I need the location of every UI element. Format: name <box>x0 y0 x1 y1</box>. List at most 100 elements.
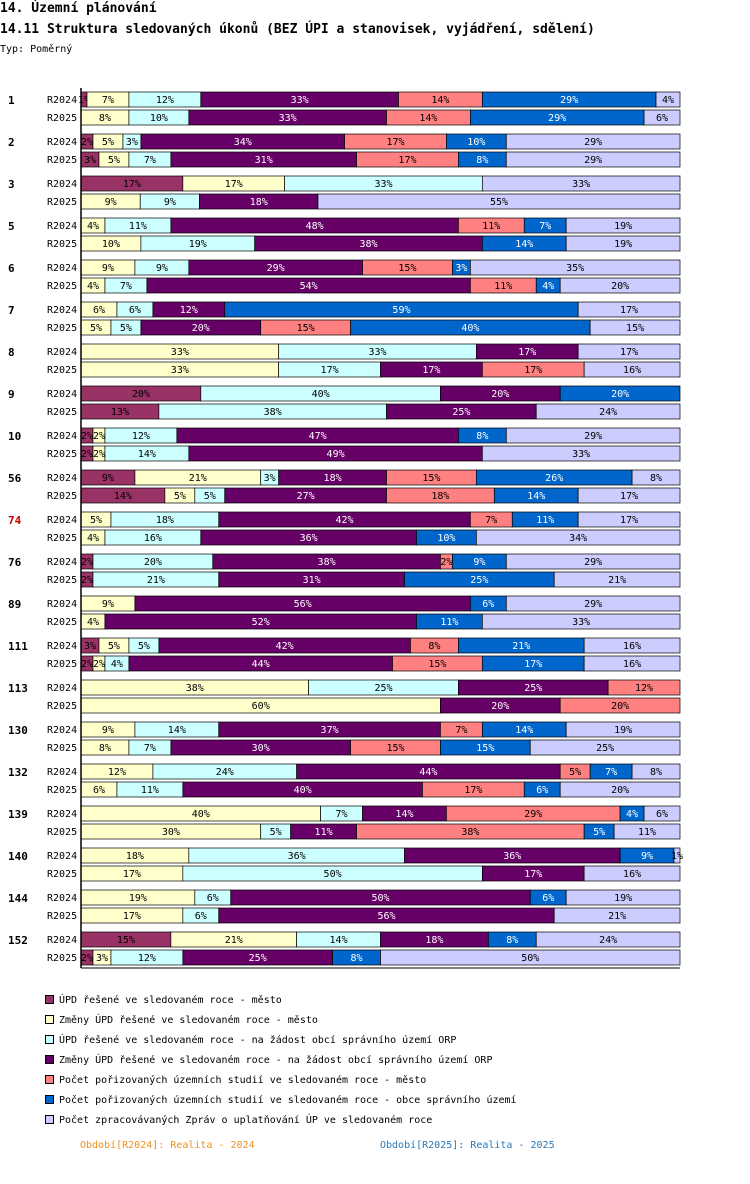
bar-segment <box>577 343 681 360</box>
data-label: 8% <box>476 155 488 166</box>
legend-label: Změny ÚPD řešené ve sledovaném roce - mě… <box>59 1015 318 1026</box>
data-label: 7% <box>605 767 617 778</box>
data-label: 5% <box>174 491 186 502</box>
group-label: 2 <box>8 136 15 149</box>
row-label: R2025 <box>47 701 77 712</box>
data-label: 21% <box>608 575 626 586</box>
legend-label: Počet pořizovaných územních studií ve sl… <box>59 1095 517 1106</box>
data-label: 2% <box>81 137 93 148</box>
bar-segment <box>535 931 681 948</box>
data-label: 7% <box>144 155 156 166</box>
bar-segment <box>559 385 681 402</box>
data-label: 9% <box>473 557 485 568</box>
data-label: 9% <box>156 263 168 274</box>
data-label: 33% <box>572 179 590 190</box>
data-label: 37% <box>321 725 339 736</box>
data-label: 10% <box>150 113 168 124</box>
page-title: 14. Územní plánování <box>0 1 157 16</box>
bar-segment <box>481 613 681 630</box>
bar-segment <box>583 865 681 882</box>
bar-segment <box>565 217 681 234</box>
data-label: 10% <box>102 239 120 250</box>
bar-segment <box>505 553 681 570</box>
data-label: 38% <box>264 407 282 418</box>
row-label: R2024 <box>47 137 77 148</box>
data-label: 2% <box>81 659 93 670</box>
data-label: 14% <box>527 491 545 502</box>
data-label: 4% <box>626 809 638 820</box>
data-label: 17% <box>386 137 404 148</box>
bar-segment <box>589 319 681 336</box>
data-label: 16% <box>623 869 641 880</box>
data-label: 21% <box>189 473 207 484</box>
data-label: 29% <box>584 155 602 166</box>
bar-segment <box>673 847 681 864</box>
data-label: 59% <box>392 305 410 316</box>
bar-segment <box>380 949 681 966</box>
data-label: 10% <box>467 137 485 148</box>
data-label: 25% <box>596 743 614 754</box>
row-label: R2024 <box>47 557 77 568</box>
bar-segment <box>607 679 681 696</box>
row-label: R2025 <box>47 911 77 922</box>
data-label: 3% <box>264 473 276 484</box>
data-label: 20% <box>491 389 509 400</box>
data-label: 14% <box>330 935 348 946</box>
legend-label: Počet zpracovávaných Zpráv o uplatňování… <box>59 1115 433 1126</box>
row-label: R2024 <box>47 389 77 400</box>
data-label: 31% <box>255 155 273 166</box>
group-label: 76 <box>8 556 22 569</box>
row-label: R2025 <box>47 365 77 376</box>
data-label: 17% <box>398 155 416 166</box>
row-label: R2024 <box>47 95 77 106</box>
group-label: 10 <box>8 430 21 443</box>
data-label: 11% <box>315 827 333 838</box>
data-label: 9% <box>102 725 114 736</box>
data-label: 14% <box>431 95 449 106</box>
data-label: 16% <box>623 659 641 670</box>
data-label: 44% <box>252 659 270 670</box>
data-label: 4% <box>87 281 99 292</box>
data-label: 17% <box>518 347 536 358</box>
data-label: 50% <box>324 869 342 880</box>
data-label: 60% <box>252 701 270 712</box>
group-label: 1 <box>8 94 15 107</box>
row-label: R2024 <box>47 431 77 442</box>
legend-label: Počet pořizovaných územních studií ve sl… <box>59 1075 427 1086</box>
data-label: 18% <box>425 935 443 946</box>
legend-item-3: ÚPD řešené ve sledovaném roce - na žádos… <box>45 1035 456 1047</box>
data-label: 11% <box>494 281 512 292</box>
legend-item-6: Počet pořizovaných územních studií ve sl… <box>45 1095 517 1107</box>
data-label: 2% <box>93 431 105 442</box>
row-label: R2024 <box>47 263 77 274</box>
group-label: 7 <box>8 304 15 317</box>
data-label: 8% <box>99 113 111 124</box>
data-label: 40% <box>192 809 210 820</box>
data-label: 36% <box>288 851 306 862</box>
data-label: 3% <box>455 263 467 274</box>
data-label: 19% <box>129 893 147 904</box>
legend-swatch <box>45 1095 54 1104</box>
data-label: 9% <box>105 197 117 208</box>
row-label: R2024 <box>47 893 77 904</box>
bar-segment <box>505 133 681 150</box>
data-label: 24% <box>216 767 234 778</box>
data-label: 12% <box>108 767 126 778</box>
chart-type-label: Typ: Poměrný <box>0 44 73 55</box>
bar-segment <box>505 595 681 612</box>
data-label: 4% <box>111 659 123 670</box>
data-label: 12% <box>132 431 150 442</box>
data-label: 3% <box>84 641 96 652</box>
data-label: 30% <box>252 743 270 754</box>
data-label: 15% <box>428 659 446 670</box>
group-label: 144 <box>8 892 28 905</box>
data-label: 24% <box>599 407 617 418</box>
data-label: 3% <box>96 953 108 964</box>
data-label: 10% <box>437 533 455 544</box>
data-label: 17% <box>620 305 638 316</box>
row-label: R2025 <box>47 659 77 670</box>
data-label: 40% <box>312 389 330 400</box>
bar-segment <box>565 235 681 252</box>
data-label: 15% <box>398 263 416 274</box>
data-label: 20% <box>611 389 629 400</box>
